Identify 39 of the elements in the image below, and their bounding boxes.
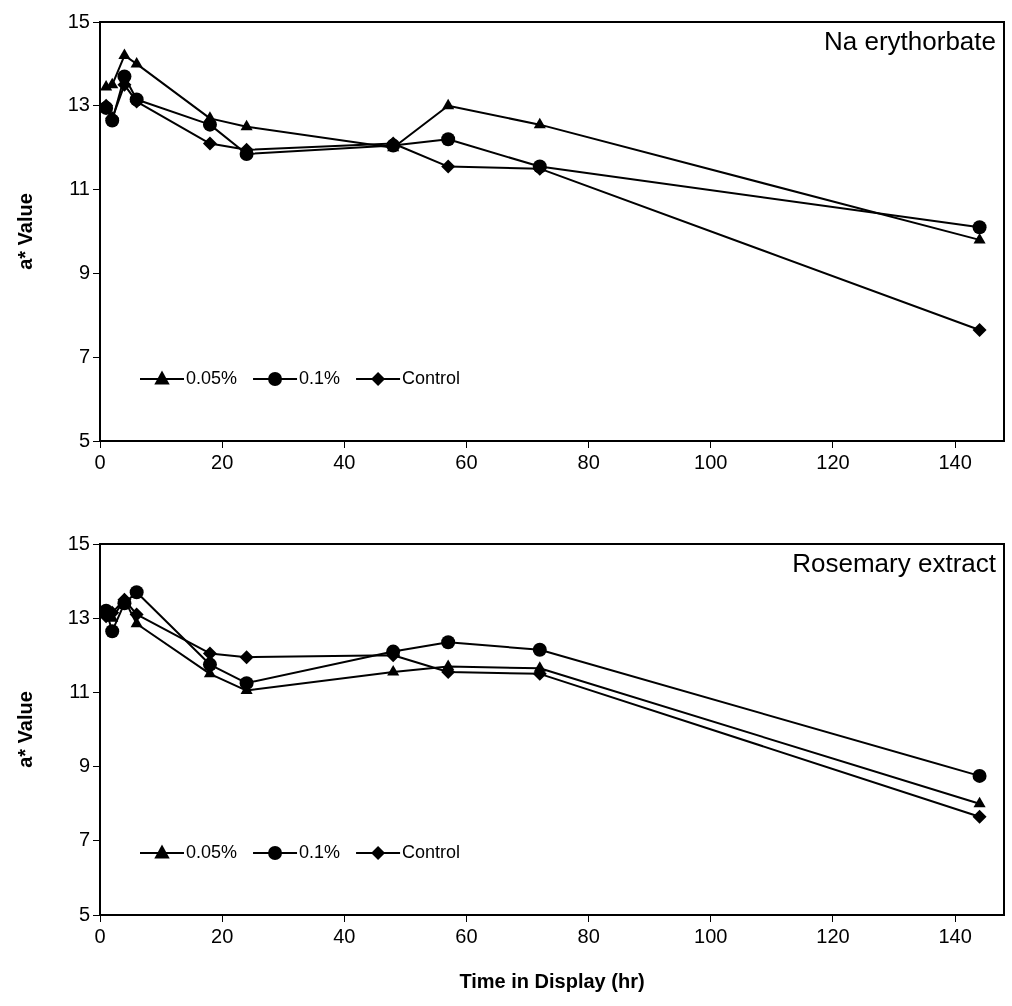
legend-label: Control: [402, 841, 461, 862]
y-tick-label: 9: [78, 260, 90, 283]
x-tick-label: 0: [94, 450, 106, 473]
legend-label: 0.1%: [299, 367, 341, 388]
x-tick-label: 100: [694, 450, 728, 473]
x-tick-label: 140: [938, 450, 972, 473]
y-tick-label: 7: [78, 828, 90, 851]
y-tick-label: 11: [69, 679, 90, 702]
x-axis-title: Time in Display (hr): [459, 969, 645, 992]
y-tick-label: 11: [69, 177, 90, 200]
x-tick-label: 60: [455, 924, 478, 947]
legend-label: 0.05%: [186, 841, 238, 862]
x-tick-label: 40: [333, 924, 356, 947]
legend-label: Control: [402, 367, 461, 388]
chart-title: Rosemary extract: [792, 548, 997, 579]
y-tick-label: 5: [78, 902, 90, 925]
x-tick-label: 80: [577, 924, 600, 947]
x-tick-label: 0: [94, 924, 106, 947]
x-tick-label: 120: [816, 924, 850, 947]
y-axis-title: a* Value: [13, 691, 36, 768]
x-tick-label: 140: [938, 924, 972, 947]
y-tick-label: 13: [67, 93, 90, 116]
y-tick-label: 13: [67, 605, 90, 628]
y-axis-title: a* Value: [13, 193, 36, 270]
x-tick-label: 20: [211, 450, 234, 473]
x-tick-label: 60: [455, 450, 478, 473]
x-tick-label: 80: [577, 450, 600, 473]
x-tick-label: 20: [211, 924, 234, 947]
legend-label: 0.1%: [299, 841, 341, 862]
y-tick-label: 7: [78, 344, 90, 367]
y-tick-label: 9: [78, 754, 90, 777]
y-tick-label: 15: [67, 9, 90, 32]
y-tick-label: 15: [67, 531, 90, 554]
x-tick-label: 120: [816, 450, 850, 473]
y-tick-label: 5: [78, 428, 90, 451]
x-tick-label: 40: [333, 450, 356, 473]
legend-label: 0.05%: [186, 367, 238, 388]
chart-title: Na erythorbate: [824, 26, 996, 57]
x-tick-label: 100: [694, 924, 728, 947]
